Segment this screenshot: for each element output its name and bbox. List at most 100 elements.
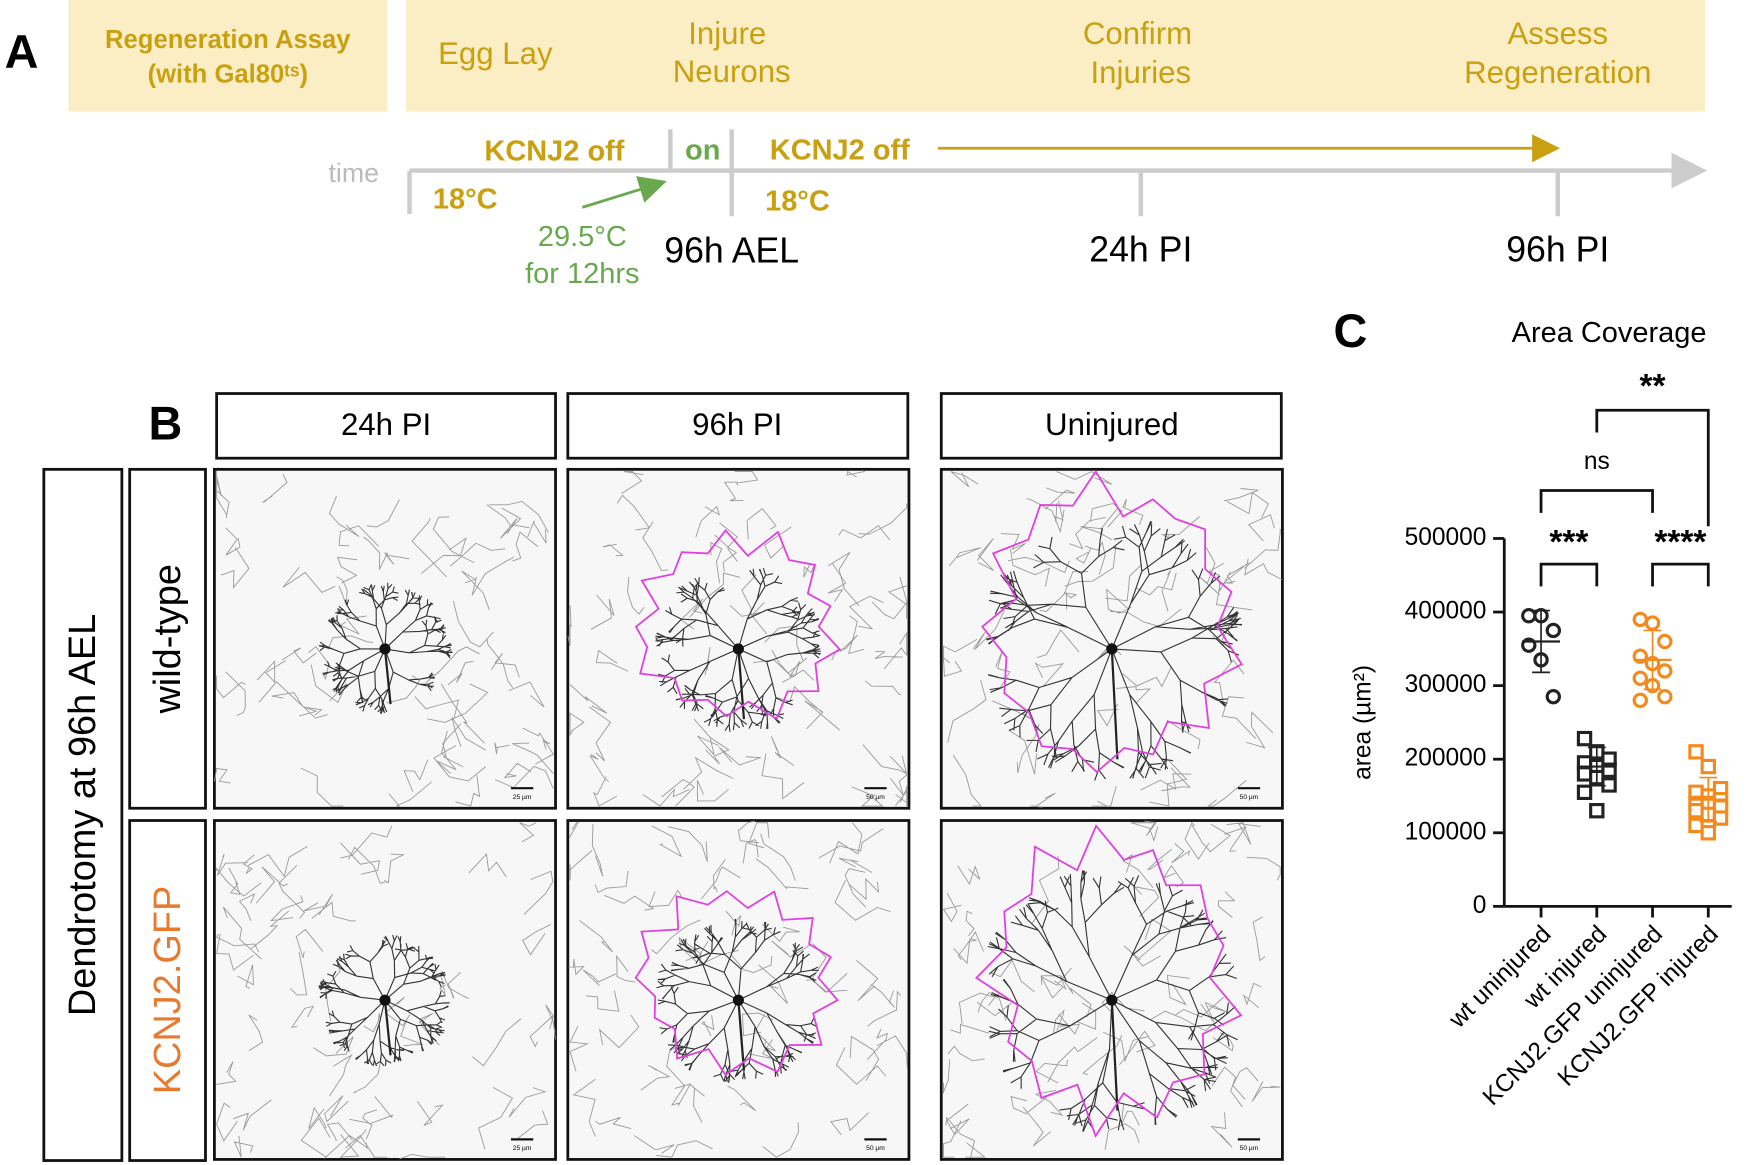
panel-label: A xyxy=(5,26,39,78)
axis-label: time xyxy=(328,158,379,188)
micrographs: 25 µm 50 µm 50 µm 25 µm 50 µm 50 µm xyxy=(213,467,1284,1161)
axon xyxy=(1110,648,1119,760)
temperature: 18°C xyxy=(433,183,498,215)
data-point xyxy=(1576,784,1593,801)
shift: 29.5°C xyxy=(538,221,627,253)
data-point xyxy=(1700,758,1716,775)
data-point xyxy=(1657,663,1673,679)
neuron-dendrites xyxy=(656,918,819,1083)
panel-label: C xyxy=(1334,305,1368,357)
soma xyxy=(732,643,744,655)
data-point xyxy=(1657,688,1673,705)
scale-bar-label: 50 µm xyxy=(1240,794,1259,801)
banner xyxy=(68,0,388,112)
stage: Injuries xyxy=(1091,55,1192,90)
data-point xyxy=(1657,633,1673,650)
timepoint: 24h PI xyxy=(1089,229,1192,269)
data-point xyxy=(1632,692,1648,709)
territory-outline xyxy=(981,469,1244,774)
axon xyxy=(383,1000,392,1056)
scale-bar-label: 25 µm xyxy=(513,794,532,801)
scale-bar-label: 25 µm xyxy=(513,1145,532,1152)
column-header: Uninjured xyxy=(1045,407,1179,442)
axon xyxy=(1110,1000,1119,1111)
data-point xyxy=(1521,608,1537,624)
y-tick-label: 300000 xyxy=(1405,671,1487,698)
data-point xyxy=(1688,803,1704,819)
background-dendrites xyxy=(568,820,908,1158)
condition: KCNJ2 off xyxy=(770,134,910,166)
data-point xyxy=(1576,730,1593,747)
significance: ** xyxy=(1640,368,1666,405)
assay-title: Regeneration Assay xyxy=(105,26,351,54)
data-point xyxy=(1632,611,1648,628)
axon xyxy=(737,648,746,720)
micrograph xyxy=(939,819,1284,1161)
y-tick-label: 100000 xyxy=(1405,818,1487,845)
axon xyxy=(383,648,392,705)
row-label-box xyxy=(128,819,207,1162)
micrograph xyxy=(213,819,557,1161)
y-tick-label: 0 xyxy=(1473,892,1487,919)
soma xyxy=(1106,994,1118,1006)
stage: Assess xyxy=(1507,16,1608,51)
side-label: Dendrotomy at 96h AEL xyxy=(62,614,104,1016)
stage: Injure xyxy=(688,16,766,51)
stage: Neurons xyxy=(673,54,791,89)
data-point xyxy=(1576,766,1593,782)
column-header-box xyxy=(939,392,1283,460)
chart-title: Area Coverage xyxy=(1512,317,1707,349)
data-point xyxy=(1545,688,1562,705)
row-label: KCNJ2.GFP xyxy=(147,886,189,1094)
timepoint: 96h AEL xyxy=(664,230,799,270)
data-point xyxy=(1688,744,1704,760)
data-point xyxy=(1700,825,1716,841)
neuron-dendrites xyxy=(318,934,450,1067)
timeline-ticks xyxy=(407,129,1561,217)
significance: ns xyxy=(1584,448,1610,475)
data-point xyxy=(1632,670,1648,686)
territory-outline xyxy=(634,529,842,721)
column-header-box xyxy=(215,392,557,460)
column-header: 24h PI xyxy=(341,407,431,442)
soma xyxy=(1106,643,1118,655)
soma xyxy=(379,643,391,655)
micrograph xyxy=(566,467,911,810)
row-label: wild-type xyxy=(147,564,189,715)
background-dendrites xyxy=(943,471,1283,808)
y-tick-label: 400000 xyxy=(1405,598,1487,625)
data-point xyxy=(1545,622,1562,639)
data-point xyxy=(1589,803,1605,819)
significance-brackets xyxy=(1539,408,1710,587)
banner xyxy=(406,0,1705,112)
y-tick-label: 200000 xyxy=(1405,745,1487,772)
condition: on xyxy=(685,134,720,166)
neuron-dendrites xyxy=(987,870,1238,1133)
axon xyxy=(737,1000,746,1071)
significance: *** xyxy=(1549,524,1588,561)
significance: **** xyxy=(1654,524,1706,561)
panel-label: B xyxy=(148,397,182,449)
column-header-box xyxy=(566,392,910,460)
column-header: 96h PI xyxy=(692,407,782,442)
scale-bar-label: 50 µm xyxy=(866,1145,885,1152)
data-point xyxy=(1712,810,1729,826)
arrow xyxy=(581,176,667,209)
micrograph xyxy=(566,819,911,1161)
shift: for 12hrs xyxy=(525,258,639,290)
stage: Confirm xyxy=(1083,16,1192,51)
condition: KCNJ2 off xyxy=(484,135,624,167)
assay-subtitle: (with Gal80ᵗˢ) xyxy=(148,61,308,89)
row-label-box xyxy=(128,467,207,810)
y-tick-label: 500000 xyxy=(1405,524,1487,551)
scale-bar-label: 50 µm xyxy=(866,794,885,801)
territory-outline xyxy=(974,824,1243,1138)
timepoint: 96h PI xyxy=(1506,229,1609,269)
neuron-dendrites xyxy=(986,520,1243,781)
territory-outline xyxy=(634,890,839,1077)
soma xyxy=(379,994,391,1006)
background-dendrites xyxy=(942,820,1281,1159)
background-dendrites xyxy=(213,471,554,807)
